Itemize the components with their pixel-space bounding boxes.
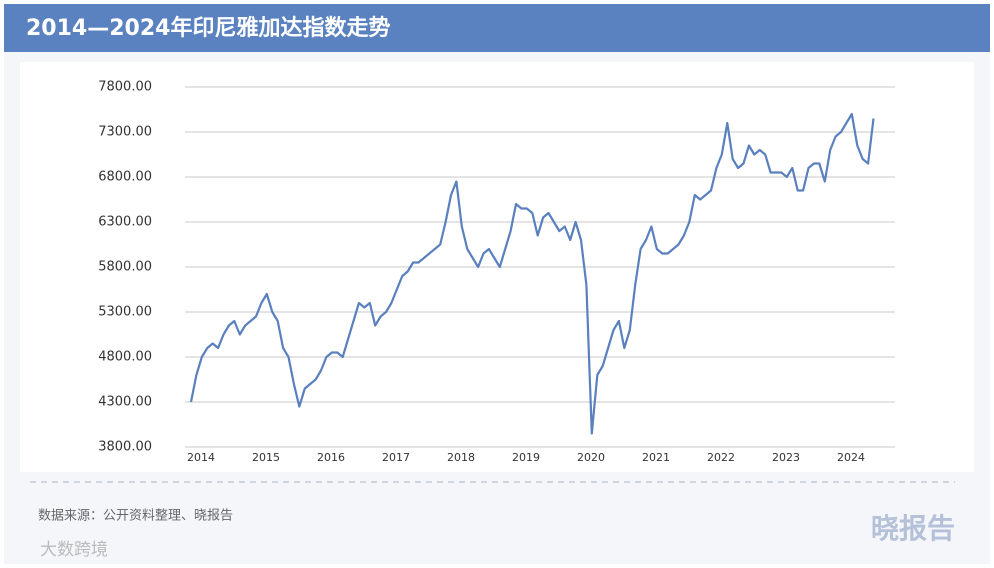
x-tick-label: 2018 <box>447 451 475 464</box>
y-tick-label: 6800.00 <box>98 170 152 185</box>
x-tick-label: 2021 <box>642 451 670 464</box>
x-tick-label: 2016 <box>317 451 345 464</box>
x-tick-label: 2017 <box>382 451 410 464</box>
x-tick-label: 2015 <box>252 451 280 464</box>
y-tick-label: 7300.00 <box>98 125 152 140</box>
chart-title: 2014—2024年印尼雅加达指数走势 <box>26 15 390 41</box>
y-tick-label: 5800.00 <box>98 260 152 275</box>
y-tick-label: 4300.00 <box>98 395 152 410</box>
x-tick-label: 2023 <box>772 451 800 464</box>
y-tick-label: 4800.00 <box>98 350 152 365</box>
x-tick-label: 2014 <box>187 451 215 464</box>
x-tick-label: 2024 <box>837 451 865 464</box>
source-note: 数据来源：公开资料整理、晓报告 <box>38 509 233 524</box>
x-tick-label: 2022 <box>707 451 735 464</box>
y-tick-label: 5300.00 <box>98 305 152 320</box>
y-tick-label: 7800.00 <box>98 80 152 95</box>
line <box>189 112 875 435</box>
y-tick-label: 3800.00 <box>98 440 152 455</box>
plot: 3800.00 4300.00 4800.00 5300.00 5800.00 6300.… <box>98 80 895 464</box>
y-tick-label: 6300.00 <box>98 215 152 230</box>
x-tick-label: 2020 <box>577 451 605 464</box>
watermark: 晓报告 <box>871 512 955 545</box>
corner-mark: 大数跨境 <box>40 540 108 560</box>
x-tick-label: 2019 <box>512 451 540 464</box>
title-bar <box>4 4 990 52</box>
